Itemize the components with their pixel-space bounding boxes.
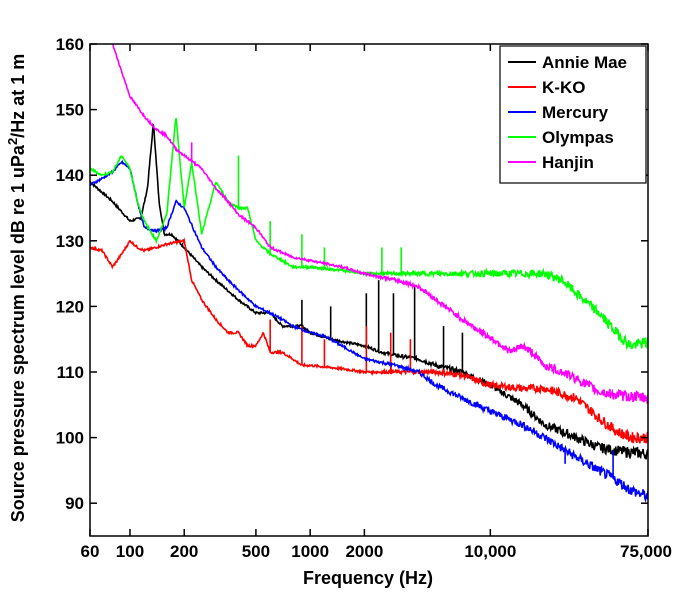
y-tick-label: 150	[56, 101, 84, 120]
y-tick-label: 140	[56, 166, 84, 185]
x-axis-title: Frequency (Hz)	[303, 568, 433, 588]
plot-frame	[89, 43, 649, 537]
legend-label-olympas: Olympas	[542, 128, 614, 147]
series-layer	[90, 44, 648, 504]
legend-box	[499, 45, 647, 184]
x-tick-label: 100	[116, 542, 144, 561]
series-olympas	[90, 117, 648, 351]
x-tick-label: 10,000	[464, 542, 516, 561]
legend-label-hanjin: Hanjin	[542, 153, 594, 172]
y-axis-title: Source pressure spectrum level dB re 1 u…	[5, 54, 28, 522]
x-tick-label: 500	[242, 542, 270, 561]
y-axis-title-superscript: 2	[5, 138, 20, 145]
x-tick-label: 2000	[345, 542, 383, 561]
y-tick-label: 110	[57, 363, 84, 382]
legend: Annie Mae K-KO Mercury Olympas Hanjin	[499, 45, 647, 184]
axes-layer: 90 100 110 120 130 140 150 160 60 100 200 500 1000 20…	[56, 35, 672, 561]
series-line-olympas	[90, 117, 648, 351]
series-line-hanjin	[112, 44, 648, 404]
x-tick-label: 75,000	[620, 542, 672, 561]
series-k-ko	[90, 237, 648, 444]
y-tick-label: 90	[65, 494, 84, 513]
legend-label-k-ko: K-KO	[542, 78, 585, 97]
series-annie-mae	[90, 124, 648, 460]
y-tick-label: 160	[56, 35, 84, 54]
y-tick-label: 120	[56, 297, 84, 316]
series-mercury	[90, 159, 648, 504]
y-tick-label: 100	[56, 429, 84, 448]
x-tick-label: 60	[81, 542, 100, 561]
legend-label-mercury: Mercury	[542, 103, 609, 122]
series-line-k-ko	[90, 237, 648, 444]
series-line-annie-mae	[90, 124, 648, 460]
series-hanjin	[112, 44, 648, 404]
legend-label-annie-mae: Annie Mae	[542, 53, 627, 72]
x-tick-label: 200	[170, 542, 198, 561]
y-axis-title-tail: /Hz at 1 m	[8, 54, 28, 138]
x-tick-label: 1000	[291, 542, 329, 561]
y-tick-label: 130	[56, 232, 84, 251]
series-line-mercury	[90, 159, 648, 504]
y-axis-title-main: Source pressure spectrum level dB re 1 u…	[8, 144, 28, 522]
